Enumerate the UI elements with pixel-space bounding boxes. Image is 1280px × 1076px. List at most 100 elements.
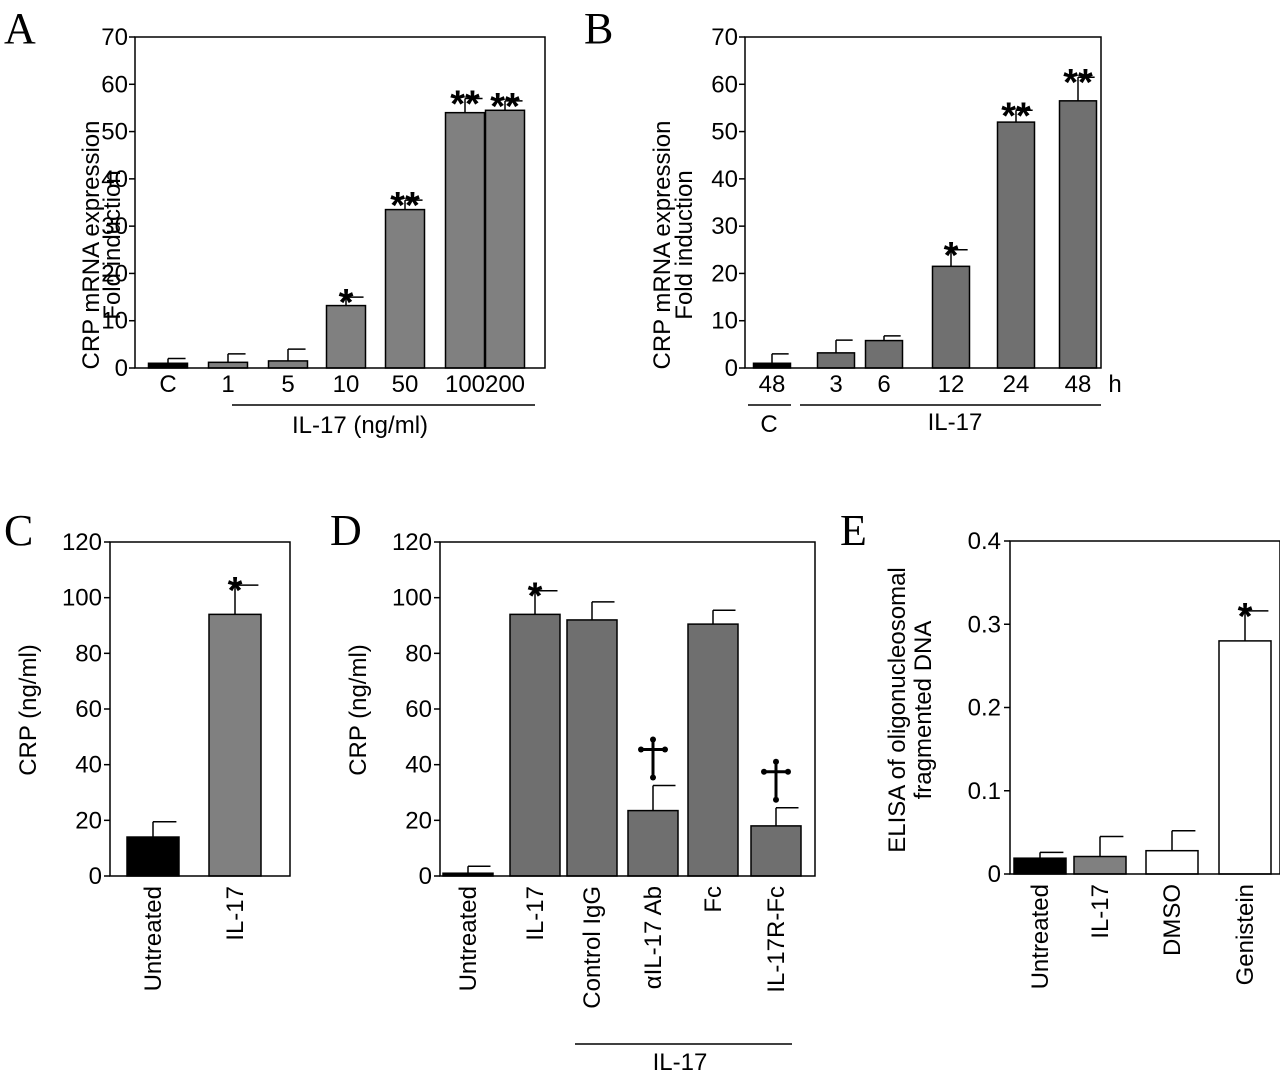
significance-mark: ** [1063,62,1093,104]
y-tick-label: 10 [711,308,738,335]
significance-mark: ** [450,83,480,125]
bar [816,352,856,369]
x-tick-label: 48 [759,371,786,398]
x-tick-label: 200 [485,371,525,398]
x-tick-label: IL-17R-Fc [763,886,790,993]
x-tick-label: IL-17 [522,886,549,941]
y-tick-label: 70 [101,24,128,51]
y-axis-label: CRP (ng/ml) [345,644,372,776]
x-tick-label: 50 [392,371,419,398]
x-tick-label: IL-17 [222,886,249,941]
y-tick-label: 60 [101,71,128,98]
bar [1145,849,1199,875]
panel-e: E * 0 0.1 0.2 0.3 0.4 ELISA of oligonucleosomal… [840,506,1280,989]
x-tick-label: 48 [1065,371,1092,398]
x-tick-label: Genistein [1232,884,1259,985]
bar [207,361,249,369]
x-tick-label: Control IgG [579,886,606,1009]
bar [444,111,486,369]
x-tick-label: Untreated [455,886,482,991]
bar [687,623,739,877]
y-tick-label: 70 [711,24,738,51]
bar [1073,855,1127,875]
y-tick-label: 0 [115,355,128,382]
bar [566,619,618,877]
y-axis-label: CRP mRNA expression [649,121,676,370]
significance-mark: ** [490,86,520,128]
y-tick-label: 0 [419,863,432,890]
dagger-mark [761,758,791,803]
x-tick-label: 12 [938,371,965,398]
y-tick-label: 60 [711,71,738,98]
x-tick-label: IL-17 [1087,884,1114,939]
panel-label: A [4,4,36,53]
y-tick-label: 20 [711,260,738,287]
y-tick-label: 20 [405,807,432,834]
y-axis-label: CRP (ng/ml) [15,644,42,776]
y-tick-label: 0.1 [968,778,1001,805]
y-tick-label: 40 [101,166,128,193]
control-label: C [760,411,777,438]
panel-label: B [584,4,613,53]
y-tick-label: 40 [711,166,738,193]
x-tick-label: 1 [221,371,234,398]
y-tick-label: 0 [89,863,102,890]
x-tick-label: 100 [445,371,485,398]
y-tick-label: 60 [405,696,432,723]
y-tick-label: 120 [62,529,102,556]
y-tick-label: 30 [101,213,128,240]
bar [325,304,367,369]
plot-frame [109,541,291,877]
y-tick-label: 30 [711,213,738,240]
bar [750,825,802,877]
bar [1218,640,1272,875]
y-tick-label: 80 [405,640,432,667]
x-tick-label: Fc [700,886,727,913]
x-tick-label: αIL-17 Ab [640,886,667,989]
group-label: IL-17 (ng/ml) [292,412,428,439]
x-tick-label: C [159,371,176,398]
bar [509,613,561,877]
bar [267,360,309,369]
panel-c: C * 0 20 40 60 80 100 120 CRP (ng/ml) Untreated IL-… [4,506,291,991]
significance-mark: * [339,282,354,324]
panel-d: D * 0 20 40 60 80 100 120 CRP (ng/ml) Untreated IL-… [330,506,816,1076]
y-axis-label: CRP mRNA expression [78,121,105,370]
significance-mark: * [528,576,543,618]
y-axis-label: ELISA of oligonucleosomal [884,567,911,853]
bar [627,809,679,877]
x-tick-label: 10 [333,371,360,398]
y-tick-label: 0 [725,355,738,382]
bar [996,121,1036,369]
y-tick-label: 40 [405,752,432,779]
group-label: IL-17 [653,1049,708,1076]
bar [864,339,904,369]
plot-frame [134,36,546,369]
y-tick-label: 40 [75,752,102,779]
plot-frame [744,36,1102,369]
x-tick-label: 24 [1003,371,1030,398]
bar [931,265,971,369]
x-tick-label: 5 [281,371,294,398]
y-tick-label: 80 [75,640,102,667]
panel-label: C [4,506,33,555]
y-axis-label: fragmented DNA [910,621,937,800]
significance-mark: * [228,570,243,612]
y-tick-label: 20 [75,807,102,834]
y-tick-label: 50 [711,119,738,146]
group-label: IL-17 [928,409,983,436]
y-tick-label: 60 [75,696,102,723]
y-tick-label: 100 [62,585,102,612]
y-tick-label: 0 [988,861,1001,888]
bar [1013,857,1067,875]
bar [1058,100,1098,369]
x-tick-label: 3 [829,371,842,398]
y-tick-label: 10 [101,308,128,335]
significance-mark: ** [390,185,420,227]
unit-label: h [1108,371,1121,398]
y-tick-label: 0.4 [968,528,1001,555]
x-tick-label: 6 [877,371,890,398]
bar [484,109,526,369]
